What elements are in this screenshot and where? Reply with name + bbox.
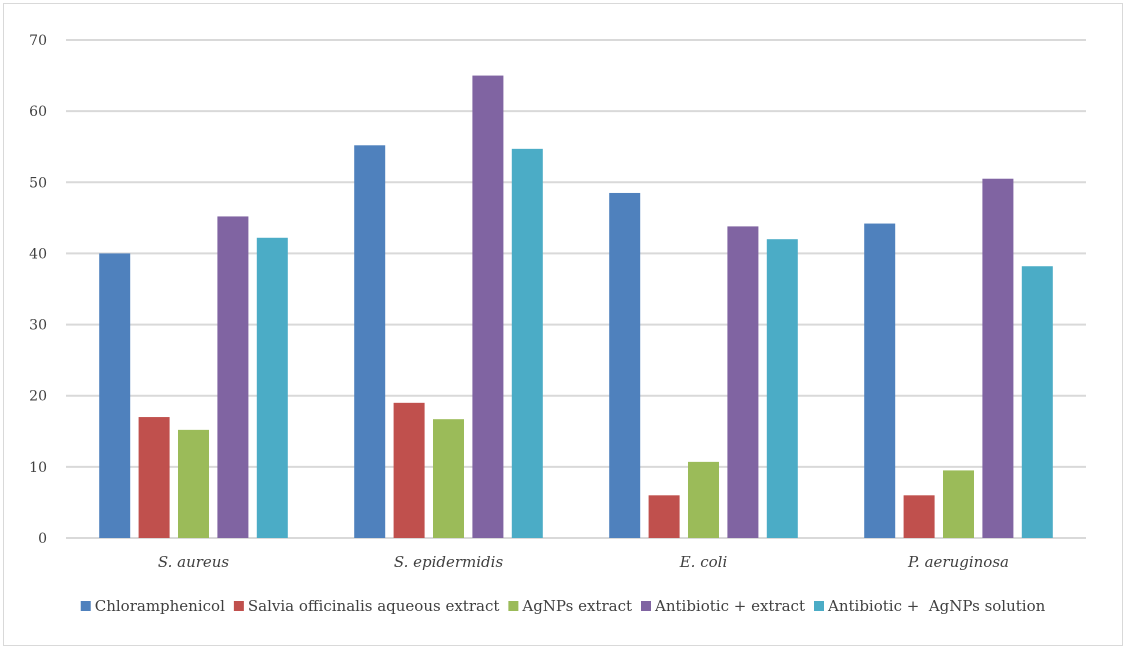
y-tick-label: 20 <box>29 389 47 405</box>
legend-label: Salvia officinalis aqueous extract <box>248 597 500 615</box>
bar <box>864 223 896 538</box>
x-category-label: E. coli <box>679 553 728 571</box>
bar <box>433 419 464 538</box>
bar <box>178 429 209 538</box>
legend-swatch <box>641 601 651 611</box>
bar <box>766 239 798 538</box>
legend-item: Antibiotic + extract <box>641 597 805 615</box>
legend-item: Antibiotic + AgNPs solution <box>814 597 1046 615</box>
x-category-label: S. epidermidis <box>394 553 504 571</box>
bar <box>511 148 543 538</box>
bar <box>727 226 759 538</box>
legend-label: Antibiotic + AgNPs solution <box>827 597 1046 615</box>
legend-item: Chloramphenicol <box>80 597 225 615</box>
bar <box>138 417 170 538</box>
legend-item: AgNPs extract <box>508 597 632 615</box>
legend-label: AgNPs extract <box>521 597 632 615</box>
bar <box>609 192 641 538</box>
y-tick-label: 30 <box>29 318 47 334</box>
bar <box>903 495 935 538</box>
x-axis-labels: S. aureus S. epidermidis E. coli P. aerugin… <box>158 553 1009 571</box>
bar <box>472 75 504 539</box>
bar <box>354 145 386 538</box>
y-tick-label: 0 <box>38 531 47 547</box>
legend-label: Chloramphenicol <box>95 597 225 615</box>
legend-label: Antibiotic + extract <box>654 597 805 615</box>
y-tick-label: 10 <box>29 460 47 476</box>
y-tick-label: 50 <box>29 175 47 191</box>
bar <box>217 216 249 539</box>
legend-swatch <box>233 601 244 611</box>
legend-swatch <box>508 601 519 611</box>
bar <box>982 178 1014 538</box>
y-tick-label: 40 <box>29 246 47 262</box>
y-tick-label: 60 <box>29 104 47 120</box>
bars <box>99 75 1053 539</box>
legend-swatch <box>80 601 91 611</box>
x-category-label: S. aureus <box>158 553 230 571</box>
bar <box>648 495 680 538</box>
legend: Chloramphenicol Salvia officinalis aqueou… <box>80 597 1046 615</box>
bar <box>688 461 719 538</box>
bar <box>1021 266 1053 538</box>
x-category-label: P. aeruginosa <box>907 553 1009 571</box>
bar <box>256 237 288 538</box>
bar <box>393 402 425 538</box>
bar <box>943 470 974 538</box>
legend-item: Salvia officinalis aqueous extract <box>233 597 500 615</box>
y-tick-label: 70 <box>29 33 47 49</box>
legend-swatch <box>814 601 824 611</box>
bar <box>99 253 131 538</box>
y-axis-ticks: 0 10 20 30 40 50 60 70 <box>29 33 47 547</box>
